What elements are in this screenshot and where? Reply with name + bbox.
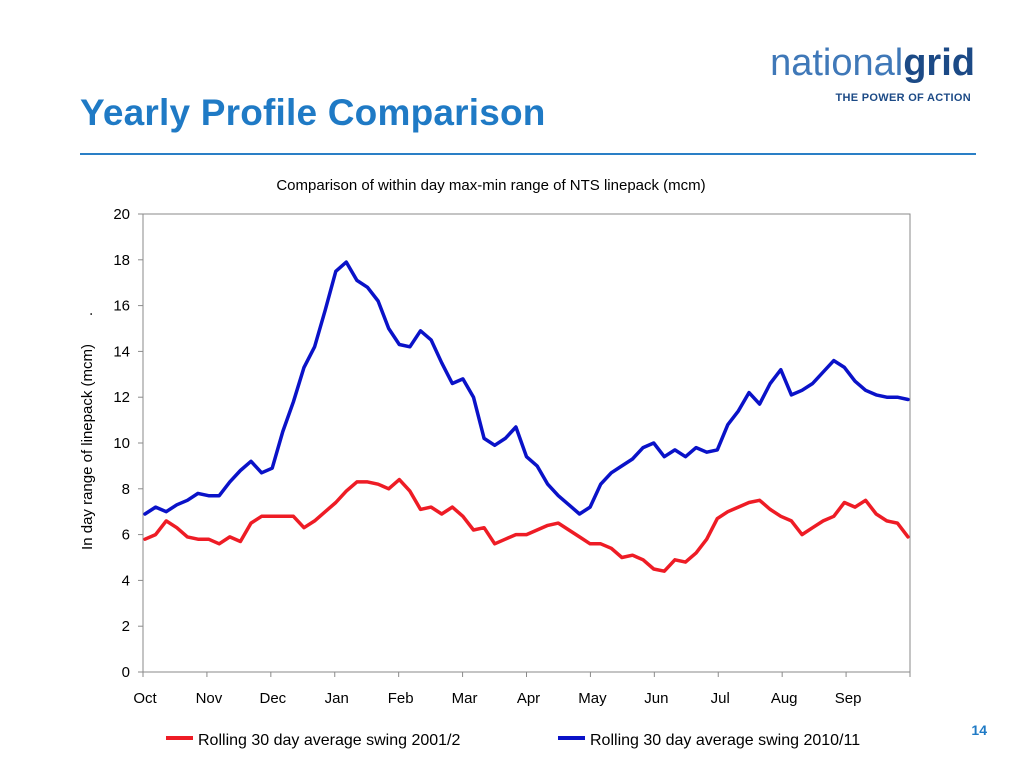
- logo-word-light: national: [770, 42, 904, 84]
- y-tick-label: 2: [122, 618, 130, 635]
- series-line: [143, 260, 910, 516]
- x-tick-label: Feb: [388, 690, 414, 707]
- page-number: 14: [971, 722, 987, 738]
- plot-area: [142, 213, 911, 673]
- x-tick-label: Nov: [196, 690, 223, 707]
- x-tick-label: Aug: [771, 690, 798, 707]
- y-axis: 0 2 4 6 8 10 12 14 16 18 20: [113, 206, 143, 681]
- x-tick-label: Dec: [259, 690, 286, 707]
- series-line: [143, 477, 910, 573]
- x-tick-label: Jul: [711, 690, 730, 707]
- y-tick-label: 18: [113, 252, 130, 269]
- legend-label: Rolling 30 day average swing 2010/11: [590, 732, 860, 749]
- y-tick-label: 12: [113, 389, 130, 406]
- chart-title: Comparison of within day max-min range o…: [276, 177, 705, 194]
- x-tick-label: Jan: [325, 690, 349, 707]
- x-tick-label: May: [578, 690, 607, 707]
- title-divider: [80, 153, 976, 155]
- y-tick-label: 8: [122, 481, 130, 498]
- x-tick-label: Oct: [133, 690, 157, 707]
- national-grid-logo: nationalgrid THE POWER OF ACTION: [765, 42, 975, 106]
- y-tick-label: 20: [113, 206, 130, 223]
- y-tick-label: 14: [113, 343, 130, 360]
- x-tick-label: Apr: [517, 690, 540, 707]
- y-tick-label: 16: [113, 298, 130, 315]
- page-title: Yearly Profile Comparison: [80, 92, 546, 133]
- x-axis: Oct Nov Dec Jan Feb Mar Apr May Jun Jul Aug Sep: [133, 672, 911, 707]
- legend: Rolling 30 day average swing 2001/2 Rolli…: [166, 732, 860, 749]
- y-tick-label: 6: [122, 527, 130, 544]
- legend-label: Rolling 30 day average swing 2001/2: [198, 732, 461, 749]
- x-tick-label: Jun: [644, 690, 668, 707]
- logo-wordmark: nationalgrid: [770, 42, 975, 85]
- y-tick-label: 4: [122, 572, 130, 589]
- y-axis-title: In day range of linepack (mcm) .: [79, 312, 96, 550]
- x-tick-label: Sep: [835, 690, 862, 707]
- logo-word-bold: grid: [903, 42, 975, 84]
- x-tick-label: Mar: [452, 690, 478, 707]
- y-axis-label: In day range of linepack (mcm): [79, 344, 96, 550]
- series-layer: [143, 260, 910, 573]
- y-tick-label: 10: [113, 435, 130, 452]
- y-axis-label-suffix: .: [79, 312, 96, 316]
- y-tick-label: 0: [122, 664, 130, 681]
- logo-tagline: THE POWER OF ACTION: [835, 92, 971, 104]
